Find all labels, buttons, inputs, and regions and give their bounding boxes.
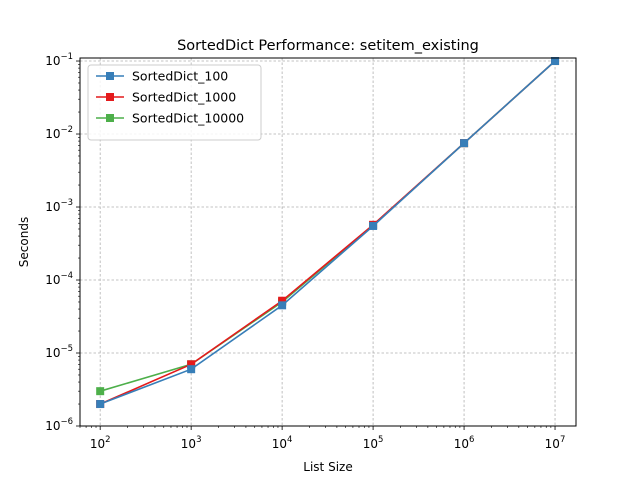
x-axis-label: List Size [303,460,352,474]
y-tick-label: 10−2 [45,125,73,141]
data-point [187,360,196,369]
legend-entry: SortedDict_10000 [96,111,244,126]
data-point [369,221,378,230]
data-point [551,57,560,66]
series-SortedDict_100 [96,57,560,409]
y-tick-label: 10−5 [45,344,73,360]
legend-box [87,64,262,141]
legend-marker [106,93,114,101]
legend-entry: SortedDict_100 [96,69,228,84]
legend-entry: SortedDict_1000 [96,90,236,105]
data-point [278,301,287,310]
data-point [96,387,105,396]
plot-frame [79,57,577,427]
x-tick-label: 104 [272,435,293,451]
legend-label: SortedDict_1000 [132,90,236,105]
y-tick-label: 10−3 [45,198,73,214]
chart-title: SortedDict Performance: setitem_existing [177,38,479,54]
y-axis-label: Seconds [17,217,31,267]
data-point [278,296,287,305]
y-tick-label: 10−4 [45,271,73,287]
x-tick-label: 105 [363,435,384,451]
legend-label: SortedDict_100 [132,69,228,84]
data-point [187,365,196,374]
x-tick-label: 102 [90,435,111,451]
series-line [99,60,556,405]
ticks: 102 103 104 105 106 107 10−6 10−5 10−4 10−3 10−2 10… [45,52,565,451]
x-tick-label: 103 [181,435,202,451]
x-tick-label: 106 [454,435,475,451]
legend: SortedDict_100 SortedDict_1000 SortedDict_… [87,64,262,141]
y-tick-label: 10−1 [45,52,73,68]
data-point [460,139,469,148]
legend-marker [106,114,114,122]
legend-label: SortedDict_10000 [132,111,244,126]
data-point [96,400,105,409]
y-tick-label: 10−6 [45,417,73,433]
series-layer [96,57,560,409]
x-tick-label: 107 [545,435,566,451]
legend-marker [106,72,114,80]
